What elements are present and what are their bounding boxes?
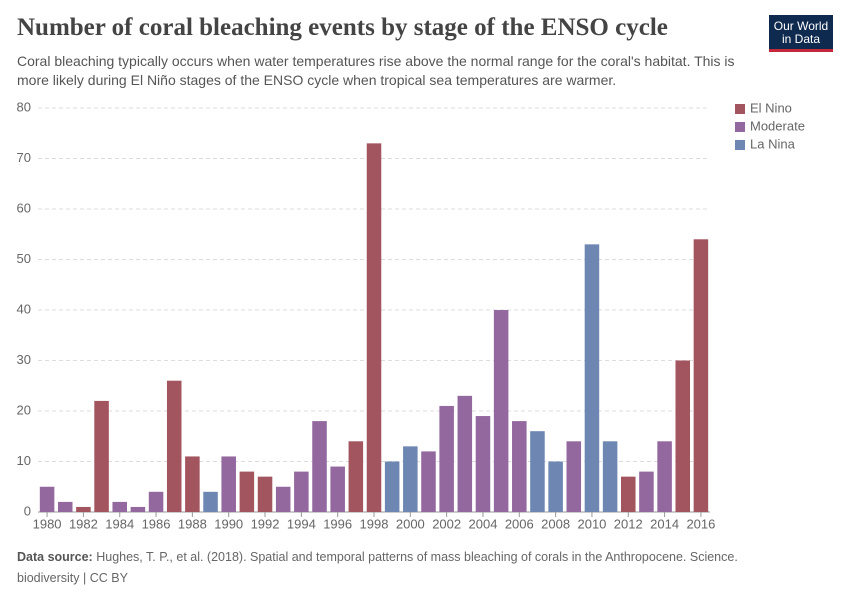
bar — [39, 486, 55, 512]
bar — [493, 310, 509, 512]
legend-swatch — [735, 140, 745, 150]
source-label: Data source: — [17, 550, 93, 564]
y-tick-label: 20 — [17, 402, 31, 417]
x-tick-label: 1992 — [251, 516, 280, 531]
bar — [384, 461, 400, 512]
bar — [312, 421, 327, 512]
bar — [221, 456, 236, 512]
legend-swatch — [735, 122, 745, 132]
legend-label: El Nino — [750, 100, 792, 115]
x-tick-label: 1986 — [142, 516, 171, 531]
bar — [639, 471, 654, 512]
x-tick-label: 2014 — [650, 516, 679, 531]
y-tick-label: 10 — [17, 453, 31, 468]
source-text: Hughes, T. P., et al. (2018). Spatial an… — [17, 550, 738, 585]
x-tick-label: 1994 — [287, 516, 316, 531]
bar — [76, 506, 91, 512]
y-tick-label: 40 — [17, 301, 31, 316]
x-tick-label: 1998 — [360, 516, 389, 531]
x-tick-label: 2004 — [469, 516, 498, 531]
y-tick-label: 70 — [17, 150, 31, 165]
bar — [112, 501, 127, 512]
bar — [366, 143, 382, 512]
bar — [330, 466, 345, 512]
bar — [130, 506, 146, 512]
bar — [602, 441, 618, 512]
legend-swatch — [735, 104, 745, 114]
x-tick-label: 1984 — [105, 516, 134, 531]
legend-label: Moderate — [750, 118, 805, 133]
bar — [203, 491, 218, 512]
chart-subtitle: Coral bleaching typically occurs when wa… — [17, 53, 735, 88]
x-tick-label: 2002 — [432, 516, 461, 531]
bar — [166, 380, 182, 512]
bar — [566, 441, 582, 512]
bar — [548, 461, 563, 512]
bar — [421, 451, 436, 512]
chart-title: Number of coral bleaching events by stag… — [17, 14, 668, 41]
x-tick-label: 2008 — [541, 516, 570, 531]
bar — [512, 421, 527, 512]
x-tick-label: 2010 — [577, 516, 606, 531]
bar — [621, 476, 636, 512]
y-tick-label: 50 — [17, 251, 31, 266]
bar — [675, 360, 691, 512]
bar — [457, 395, 473, 512]
bar — [57, 501, 73, 512]
x-tick-label: 1982 — [69, 516, 98, 531]
bar — [439, 405, 454, 512]
x-tick-label: 1980 — [33, 516, 62, 531]
x-tick-label: 2006 — [505, 516, 534, 531]
bar — [257, 476, 273, 512]
bar — [403, 446, 418, 512]
y-tick-label: 60 — [17, 200, 31, 215]
bar — [475, 416, 491, 512]
bar — [185, 456, 200, 512]
bar — [348, 441, 364, 512]
bar — [148, 491, 164, 512]
logo[interactable]: Our World in Data — [769, 15, 833, 52]
y-tick-label: 0 — [24, 503, 31, 518]
bar — [584, 244, 600, 512]
bar — [239, 471, 255, 512]
x-tick-label: 2012 — [614, 516, 643, 531]
bar — [94, 400, 109, 512]
bar — [693, 239, 709, 513]
bar — [657, 441, 672, 512]
x-tick-label: 1996 — [323, 516, 352, 531]
bar — [275, 486, 291, 512]
bar — [530, 431, 545, 512]
y-tick-label: 80 — [17, 99, 31, 114]
legend-label: La Nina — [750, 136, 796, 151]
y-tick-label: 30 — [17, 352, 31, 367]
x-tick-label: 2016 — [686, 516, 715, 531]
x-tick-label: 1988 — [178, 516, 207, 531]
x-tick-label: 2000 — [396, 516, 425, 531]
x-tick-label: 1990 — [214, 516, 243, 531]
bar — [294, 471, 309, 512]
footer: Data source: Hughes, T. P., et al. (2018… — [17, 547, 757, 589]
